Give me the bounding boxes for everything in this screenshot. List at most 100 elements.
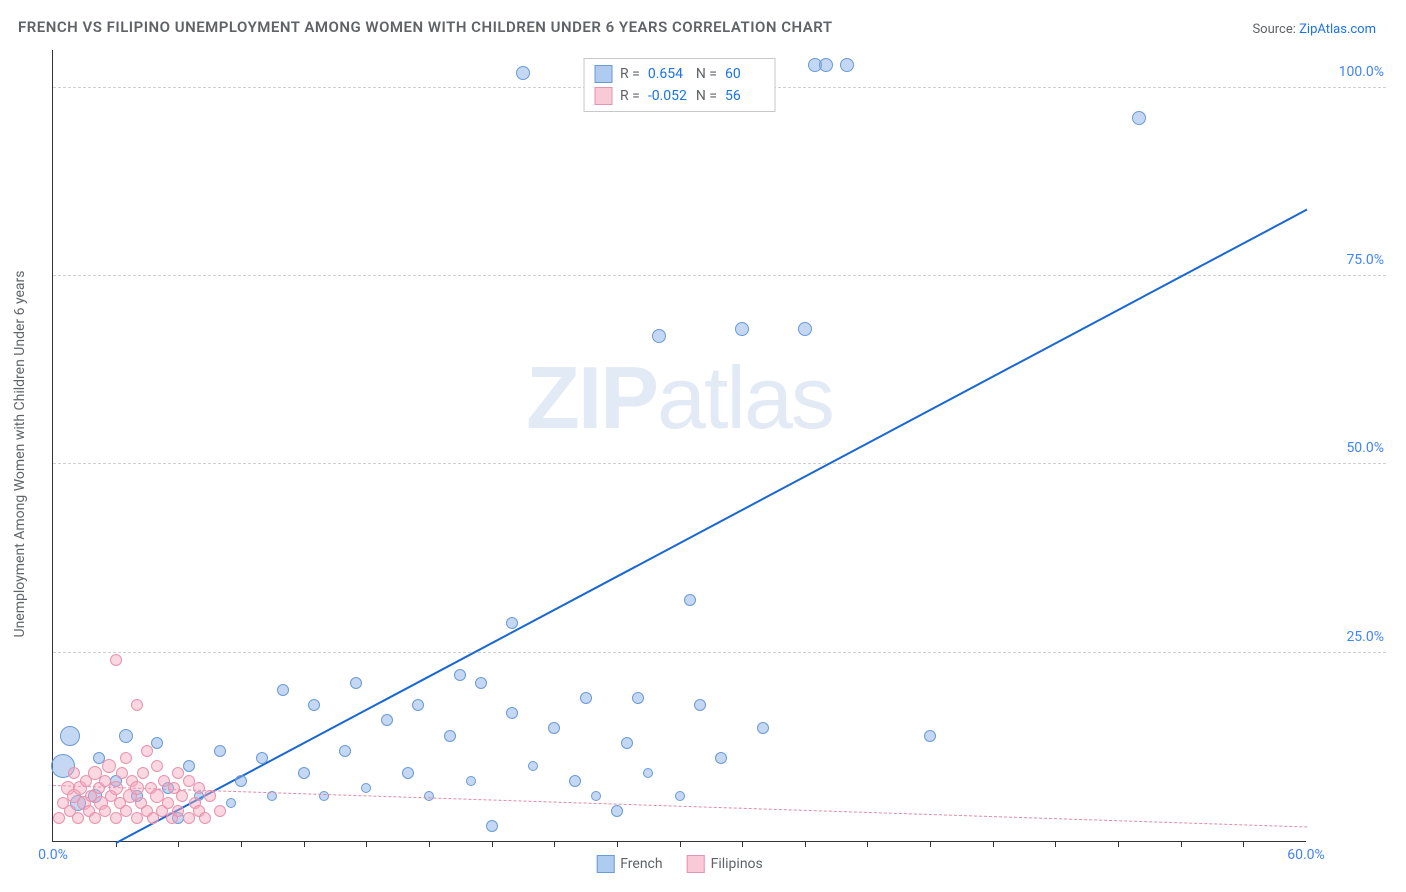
source-label: Source: (1252, 22, 1295, 37)
x-tick-mark (1181, 841, 1182, 847)
n-label: N = (696, 66, 717, 82)
data-point[interactable] (475, 677, 487, 689)
data-point[interactable] (694, 699, 706, 711)
data-point[interactable] (819, 58, 833, 72)
data-point[interactable] (569, 775, 581, 787)
legend-item-filipinos[interactable]: Filipinos (687, 855, 763, 873)
data-point[interactable] (506, 707, 518, 719)
data-point[interactable] (652, 329, 666, 343)
gridline (53, 652, 1386, 653)
data-point[interactable] (757, 722, 769, 734)
y-tick-label: 25.0% (1346, 629, 1384, 645)
source-link[interactable]: ZipAtlas.com (1299, 22, 1376, 37)
x-tick-mark (429, 841, 430, 847)
data-point[interactable] (632, 692, 644, 704)
data-point[interactable] (528, 761, 538, 771)
x-tick-mark (742, 841, 743, 847)
data-point[interactable] (102, 759, 116, 773)
chart-title: FRENCH VS FILIPINO UNEMPLOYMENT AMONG WO… (18, 18, 833, 36)
data-point[interactable] (141, 745, 153, 757)
data-point[interactable] (130, 781, 144, 795)
data-point[interactable] (214, 805, 226, 817)
data-point[interactable] (381, 714, 393, 726)
data-point[interactable] (735, 322, 749, 336)
data-point[interactable] (506, 617, 518, 629)
data-point[interactable] (412, 699, 424, 711)
data-point[interactable] (319, 791, 329, 801)
legend-row-filipinos: R = -0.052 N = 56 (594, 85, 765, 107)
x-tick-mark (930, 841, 931, 847)
data-point[interactable] (643, 768, 653, 778)
data-point[interactable] (109, 781, 123, 795)
data-point[interactable] (68, 767, 80, 779)
data-point[interactable] (176, 790, 188, 802)
data-point[interactable] (486, 820, 498, 832)
data-point[interactable] (798, 322, 812, 336)
data-point[interactable] (308, 699, 320, 711)
data-point[interactable] (516, 66, 530, 80)
data-point[interactable] (72, 812, 84, 824)
data-point[interactable] (183, 760, 195, 772)
data-point[interactable] (840, 58, 854, 72)
data-point[interactable] (277, 684, 289, 696)
data-point[interactable] (684, 594, 696, 606)
data-point[interactable] (924, 730, 936, 742)
y-tick-label: 50.0% (1346, 440, 1384, 456)
x-tick-mark (554, 841, 555, 847)
data-point[interactable] (53, 812, 65, 824)
x-tick-label: 60.0% (1287, 847, 1325, 863)
data-point[interactable] (131, 699, 143, 711)
data-point[interactable] (119, 729, 133, 743)
data-point[interactable] (235, 775, 247, 787)
data-point[interactable] (1132, 111, 1146, 125)
data-point[interactable] (131, 812, 143, 824)
legend-item-french[interactable]: French (596, 855, 662, 873)
data-point[interactable] (183, 812, 195, 824)
data-point[interactable] (60, 726, 80, 746)
data-point[interactable] (424, 791, 434, 801)
data-point[interactable] (120, 752, 132, 764)
data-point[interactable] (454, 669, 466, 681)
x-tick-mark (241, 841, 242, 847)
data-point[interactable] (675, 791, 685, 801)
data-point[interactable] (611, 805, 623, 817)
data-point[interactable] (715, 752, 727, 764)
x-tick-mark (304, 841, 305, 847)
data-point[interactable] (591, 791, 601, 801)
data-point[interactable] (466, 776, 476, 786)
x-tick-mark (366, 841, 367, 847)
data-point[interactable] (444, 730, 456, 742)
data-point[interactable] (214, 745, 226, 757)
data-point[interactable] (151, 760, 163, 772)
x-tick-mark (867, 841, 868, 847)
data-point[interactable] (226, 798, 236, 808)
x-tick-mark (680, 841, 681, 847)
data-point[interactable] (580, 692, 592, 704)
data-point[interactable] (137, 767, 149, 779)
swatch-filipinos-icon (687, 855, 705, 873)
data-point[interactable] (402, 767, 414, 779)
legend-label-filipinos: Filipinos (711, 856, 763, 872)
data-point[interactable] (361, 783, 371, 793)
series-legend: French Filipinos (596, 855, 763, 873)
data-point[interactable] (548, 722, 560, 734)
data-point[interactable] (621, 737, 633, 749)
r-label: R = (620, 66, 640, 82)
gridline (53, 275, 1386, 276)
data-point[interactable] (199, 812, 211, 824)
data-point[interactable] (298, 767, 310, 779)
data-point[interactable] (256, 752, 268, 764)
data-point[interactable] (350, 677, 362, 689)
data-point[interactable] (89, 812, 101, 824)
y-tick-label: 75.0% (1346, 252, 1384, 268)
data-point[interactable] (339, 745, 351, 757)
gridline (53, 463, 1386, 464)
data-point[interactable] (151, 737, 163, 749)
x-tick-mark (617, 841, 618, 847)
data-point[interactable] (110, 654, 122, 666)
x-tick-mark (178, 841, 179, 847)
data-point[interactable] (204, 790, 216, 802)
y-axis-label: Unemployment Among Women with Children U… (12, 270, 28, 637)
data-point[interactable] (110, 812, 122, 824)
r-value-filipinos: -0.052 (648, 88, 688, 104)
